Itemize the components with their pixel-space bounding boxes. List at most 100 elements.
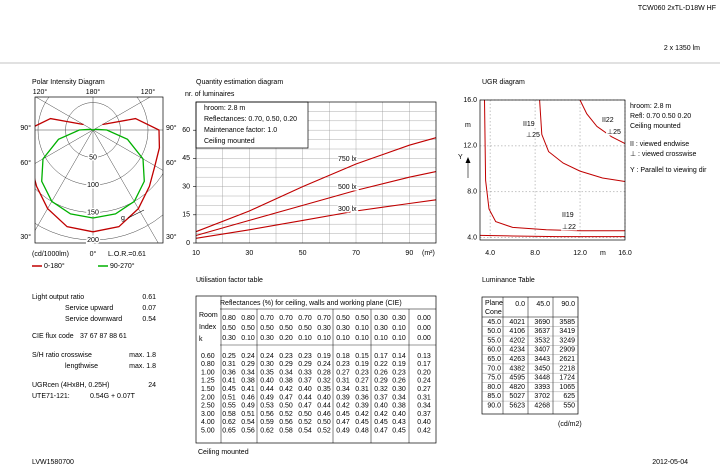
angle-label: 0°: [90, 250, 97, 258]
x-tick-label: 16.0: [618, 250, 632, 257]
angle-label: 90°: [20, 124, 31, 132]
property-value: max. 1.8: [129, 363, 156, 370]
y-tick-label: 12.0: [463, 143, 477, 150]
radius-label: 50: [89, 154, 97, 161]
luminance-value: 1724: [559, 375, 575, 382]
property-label: UTE71-121:: [32, 393, 70, 400]
info-line: Ceiling mounted: [630, 123, 681, 130]
y-tick-label: 30: [182, 183, 190, 190]
reflectance: 0.20: [279, 335, 293, 342]
x-tick-label: 10: [192, 250, 200, 257]
utilisation-value: 0.35: [317, 386, 331, 393]
reflectance: 0.30: [392, 315, 406, 322]
reflectance: 0.00: [417, 335, 431, 342]
legend-label: 90-270°: [110, 262, 135, 270]
reflectance: 0.10: [317, 335, 331, 342]
info-line: Y : Parallel to viewing dir: [630, 167, 707, 174]
utilisation-value: 0.59: [260, 419, 274, 426]
utilisation-value: 0.43: [392, 419, 406, 426]
utilisation-value: 0.54: [298, 428, 312, 435]
luminance-value: 3407: [534, 347, 550, 354]
property-value: 37 67 87 88 61: [80, 333, 127, 340]
cone-angle: 65.0: [487, 356, 501, 363]
utilisation-value: 0.38: [241, 378, 255, 385]
utilisation-value: 0.23: [392, 369, 406, 376]
utilisation-value: 0.36: [222, 369, 236, 376]
section-title: Luminance Table: [482, 277, 535, 284]
reflectance: 0.30: [374, 315, 388, 322]
info-line: hroom: 2.8 m: [630, 103, 671, 110]
utilisation-value: 0.32: [317, 378, 331, 385]
utilisation-value: 0.34: [336, 386, 350, 393]
reflectance: 0.10: [298, 335, 312, 342]
ugr-curve: [579, 99, 626, 145]
utilisation-value: 0.45: [374, 419, 388, 426]
series-label: 500 lx: [338, 184, 357, 191]
utilisation-value: 0.40: [260, 378, 274, 385]
utilisation-value: 0.34: [241, 369, 255, 376]
luminance-value: 4263: [509, 356, 525, 363]
property-value: 0.54: [142, 316, 156, 323]
cone-angle: 70.0: [487, 365, 501, 372]
cone-angle: 90.0: [487, 403, 501, 410]
angle-label: 180°: [86, 88, 101, 96]
reflectance: 0.30: [317, 325, 331, 332]
info-line: ⊥ : viewed crosswise: [630, 151, 697, 158]
x-tick-label: 50: [299, 250, 307, 257]
utilisation-value: 0.25: [222, 353, 236, 360]
utilisation-value: 0.24: [241, 353, 255, 360]
utilisation-value: 0.45: [222, 386, 236, 393]
reflectance: 0.50: [336, 315, 350, 322]
utilisation-value: 0.32: [374, 386, 388, 393]
utilisation-value: 0.24: [260, 353, 274, 360]
table-header: Plane: [485, 300, 503, 307]
reflectance: 0.10: [374, 335, 388, 342]
utilisation-value: 0.42: [417, 428, 431, 435]
info-line: Refl: 0.70 0.50 0.20: [630, 113, 691, 120]
angle-label: 60°: [166, 159, 177, 167]
luminance-value: 3690: [534, 319, 550, 326]
utilisation-value: 0.33: [298, 369, 312, 376]
polar-ray: [92, 129, 163, 171]
row-header: Room: [199, 312, 218, 319]
utilisation-value: 0.15: [355, 353, 369, 360]
reflectance: 0.50: [241, 325, 255, 332]
utilisation-value: 0.22: [374, 361, 388, 368]
section-title: Quantity estimation diagram: [196, 79, 283, 86]
utilisation-value: 0.31: [355, 386, 369, 393]
series-label: 300 lx: [338, 206, 357, 213]
luminance-value: 3393: [534, 384, 550, 391]
utilisation-value: 0.40: [374, 403, 388, 410]
utilisation-value: 0.30: [392, 386, 406, 393]
luminance-value: 4106: [509, 328, 525, 335]
property-value: 0.61: [142, 294, 156, 301]
luminance-value: 3450: [534, 365, 550, 372]
doc-title: TCW060 2xTL-D18W HF: [638, 5, 716, 12]
intensity-curve: [92, 128, 145, 219]
angle-label: 60°: [20, 159, 31, 167]
legend-label: 0-180°: [44, 262, 65, 270]
utilisation-value: 0.31: [222, 361, 236, 368]
utilisation-value: 0.42: [355, 411, 369, 418]
cone-angle: 55.0: [487, 337, 501, 344]
reflectance: 0.50: [355, 315, 369, 322]
cone-angle: 85.0: [487, 393, 501, 400]
radius-label: 200: [87, 237, 99, 244]
luminance-value: 3532: [534, 337, 550, 344]
info-line: Ceiling mounted: [204, 138, 255, 145]
series-label: 750 lx: [338, 156, 357, 163]
polar-ray: [35, 97, 94, 131]
luminance-value: 3249: [559, 337, 575, 344]
reflectance: 0.10: [392, 335, 406, 342]
luminance-value: 3443: [534, 356, 550, 363]
utilisation-value: 0.54: [241, 419, 255, 426]
utilisation-value: 0.36: [355, 394, 369, 401]
cone-angle: 75.0: [487, 375, 501, 382]
utilisation-value: 0.56: [260, 411, 274, 418]
table-frame: [481, 296, 579, 415]
series-line: [195, 137, 437, 233]
utilisation-value: 0.27: [417, 386, 431, 393]
section-title: Polar Intensity Diagram: [32, 79, 105, 86]
y-tick-label: 45: [182, 155, 190, 162]
polar-frame: [34, 96, 164, 244]
